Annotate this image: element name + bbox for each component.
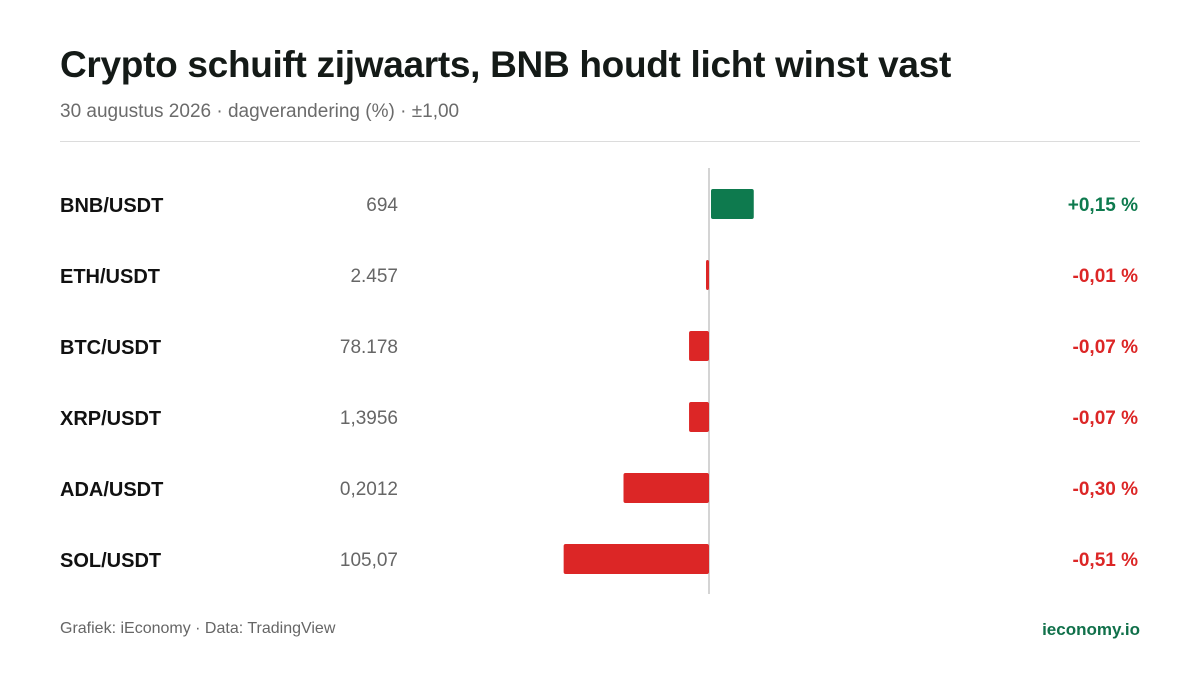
chart-title: Crypto schuift zijwaarts, BNB houdt lich… [60, 44, 951, 85]
pair-label: BTC/USDT [60, 337, 161, 359]
change-value-label: -0,30 % [1073, 479, 1139, 500]
price-value: 0,2012 [340, 479, 398, 500]
price-value: 78.178 [340, 337, 398, 358]
change-value-label: -0,01 % [1073, 266, 1139, 287]
chart-subtitle: 30 augustus 2026 · dagverandering (%) · … [60, 101, 460, 122]
pair-label: SOL/USDT [60, 550, 161, 572]
change-value-label: -0,07 % [1073, 337, 1139, 358]
pair-label: BNB/USDT [60, 195, 163, 217]
pair-label: ADA/USDT [60, 479, 163, 501]
price-value: 105,07 [340, 550, 398, 571]
change-bar [706, 260, 709, 290]
change-bar [689, 402, 709, 432]
change-value-label: -0,51 % [1073, 550, 1139, 571]
price-value: 1,3956 [340, 408, 398, 429]
price-value: 2.457 [350, 266, 398, 287]
change-bar [563, 544, 709, 574]
change-bar [711, 189, 754, 219]
change-bar [623, 473, 709, 503]
source-credit: Grafiek: iEconomy · Data: TradingView [60, 620, 336, 637]
brand-link[interactable]: ieconomy.io [1042, 620, 1140, 639]
price-value: 694 [366, 195, 398, 216]
pair-label: XRP/USDT [60, 408, 161, 430]
change-value-label: -0,07 % [1073, 408, 1139, 429]
change-bar [689, 331, 709, 361]
change-value-label: +0,15 % [1068, 195, 1138, 216]
pair-label: ETH/USDT [60, 266, 160, 288]
header-divider [60, 141, 1140, 142]
